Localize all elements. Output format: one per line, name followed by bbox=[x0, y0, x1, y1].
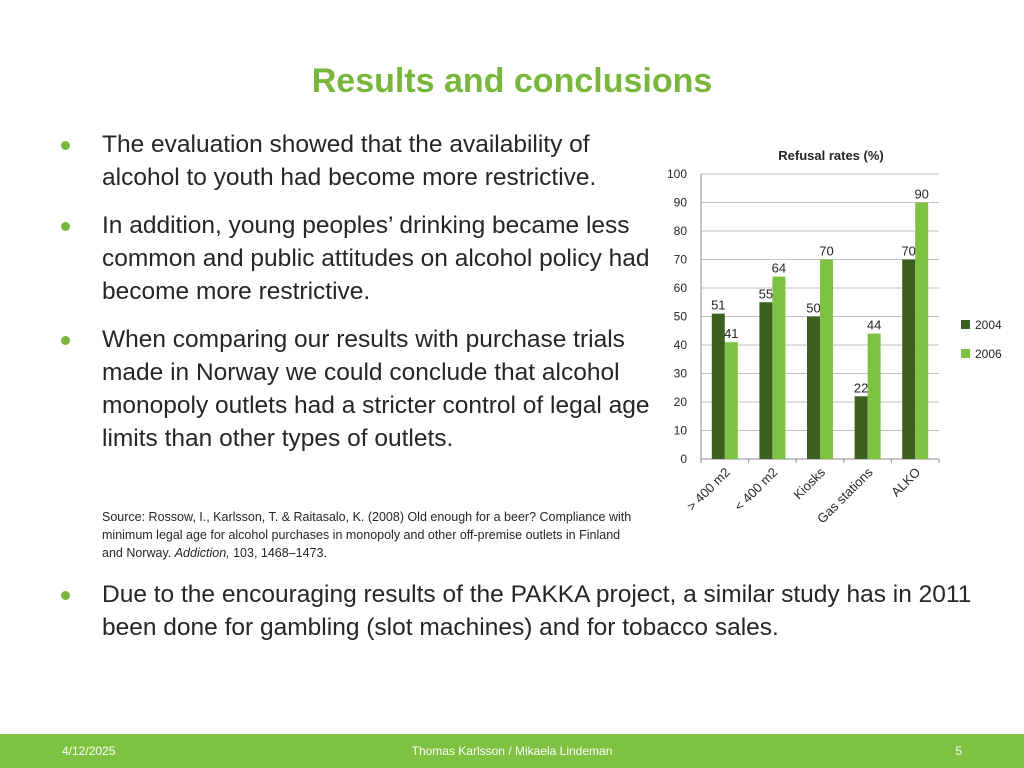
y-tick-label: 100 bbox=[667, 167, 687, 181]
x-tick-label: > 400 m2 bbox=[684, 465, 733, 514]
legend-swatch-2006 bbox=[961, 349, 970, 358]
bullet-dot-icon bbox=[61, 591, 70, 600]
y-tick-label: 60 bbox=[674, 281, 688, 295]
final-bullet-item: Due to the encouraging results of the PA… bbox=[60, 578, 1022, 644]
bar-2006 bbox=[772, 276, 786, 459]
y-tick-label: 20 bbox=[674, 395, 688, 409]
y-tick-label: 70 bbox=[674, 253, 688, 267]
x-tick-label: ALKO bbox=[888, 465, 923, 500]
data-label: 50 bbox=[806, 301, 820, 316]
y-tick-label: 90 bbox=[674, 196, 688, 210]
legend-label: 2006 bbox=[975, 347, 1002, 361]
data-label: 70 bbox=[901, 244, 915, 259]
data-label: 64 bbox=[772, 261, 786, 276]
bullet-list: The evaluation showed that the availabil… bbox=[60, 128, 650, 470]
footer-authors: Thomas Karlsson / Mikaela Lindeman bbox=[411, 744, 613, 758]
bar-2004 bbox=[759, 302, 773, 459]
data-label: 41 bbox=[724, 326, 738, 341]
bullet-item: The evaluation showed that the availabil… bbox=[60, 128, 650, 194]
bullet-text: When comparing our results with purchase… bbox=[102, 326, 650, 452]
bullet-dot-icon bbox=[61, 141, 70, 150]
x-tick-label: < 400 m2 bbox=[731, 465, 780, 514]
chart-title: Refusal rates (%) bbox=[778, 148, 883, 163]
source-tail: 103, 1468–1473. bbox=[229, 546, 327, 560]
y-tick-label: 0 bbox=[680, 452, 687, 466]
x-tick-label: Kiosks bbox=[790, 464, 828, 502]
y-tick-label: 10 bbox=[674, 424, 688, 438]
y-tick-label: 40 bbox=[674, 338, 688, 352]
legend-label: 2004 bbox=[975, 318, 1002, 332]
bar-2006 bbox=[820, 259, 833, 459]
source-journal: Addiction, bbox=[174, 546, 230, 560]
legend-swatch-2004 bbox=[961, 320, 970, 329]
source-text: Source: Rossow, I., Karlsson, T. & Raita… bbox=[102, 510, 632, 560]
bullet-text: In addition, young peoples’ drinking bec… bbox=[102, 212, 650, 305]
bar-2006 bbox=[867, 333, 881, 459]
slide-title: Results and conclusions bbox=[311, 62, 713, 100]
bullet-item: In addition, young peoples’ drinking bec… bbox=[60, 209, 650, 308]
bar-2004 bbox=[711, 313, 725, 459]
bar-2004 bbox=[807, 316, 820, 459]
bullet-dot-icon bbox=[61, 222, 70, 231]
bullet-item: When comparing our results with purchase… bbox=[60, 323, 650, 455]
footer-date: 4/12/2025 bbox=[62, 744, 116, 758]
y-tick-label: 30 bbox=[674, 367, 688, 381]
bullet-dot-icon bbox=[61, 336, 70, 345]
y-tick-label: 80 bbox=[674, 224, 688, 238]
footer-bar: 4/12/2025 Thomas Karlsson / Mikaela Lind… bbox=[0, 734, 1024, 768]
bullet-text: The evaluation showed that the availabil… bbox=[102, 131, 597, 191]
data-label: 90 bbox=[914, 187, 928, 202]
data-label: 70 bbox=[819, 244, 833, 259]
footer-page-number: 5 bbox=[955, 744, 962, 758]
data-label: 55 bbox=[759, 286, 773, 301]
data-label: 44 bbox=[867, 318, 881, 333]
y-tick-label: 50 bbox=[674, 310, 688, 324]
refusal-rates-chart: Refusal rates (%) 0 10 20 30 40 50 60 70 80 90 100… bbox=[667, 148, 1002, 526]
data-label: 22 bbox=[854, 380, 868, 395]
bullet-text: Due to the encouraging results of the PA… bbox=[102, 581, 972, 641]
source-citation: Source: Rossow, I., Karlsson, T. & Raita… bbox=[102, 508, 642, 562]
bar-2006 bbox=[915, 202, 929, 459]
bar-2006 bbox=[724, 342, 738, 459]
bar-2004 bbox=[854, 396, 868, 459]
bar-2004 bbox=[902, 259, 916, 459]
data-label: 51 bbox=[711, 298, 725, 313]
